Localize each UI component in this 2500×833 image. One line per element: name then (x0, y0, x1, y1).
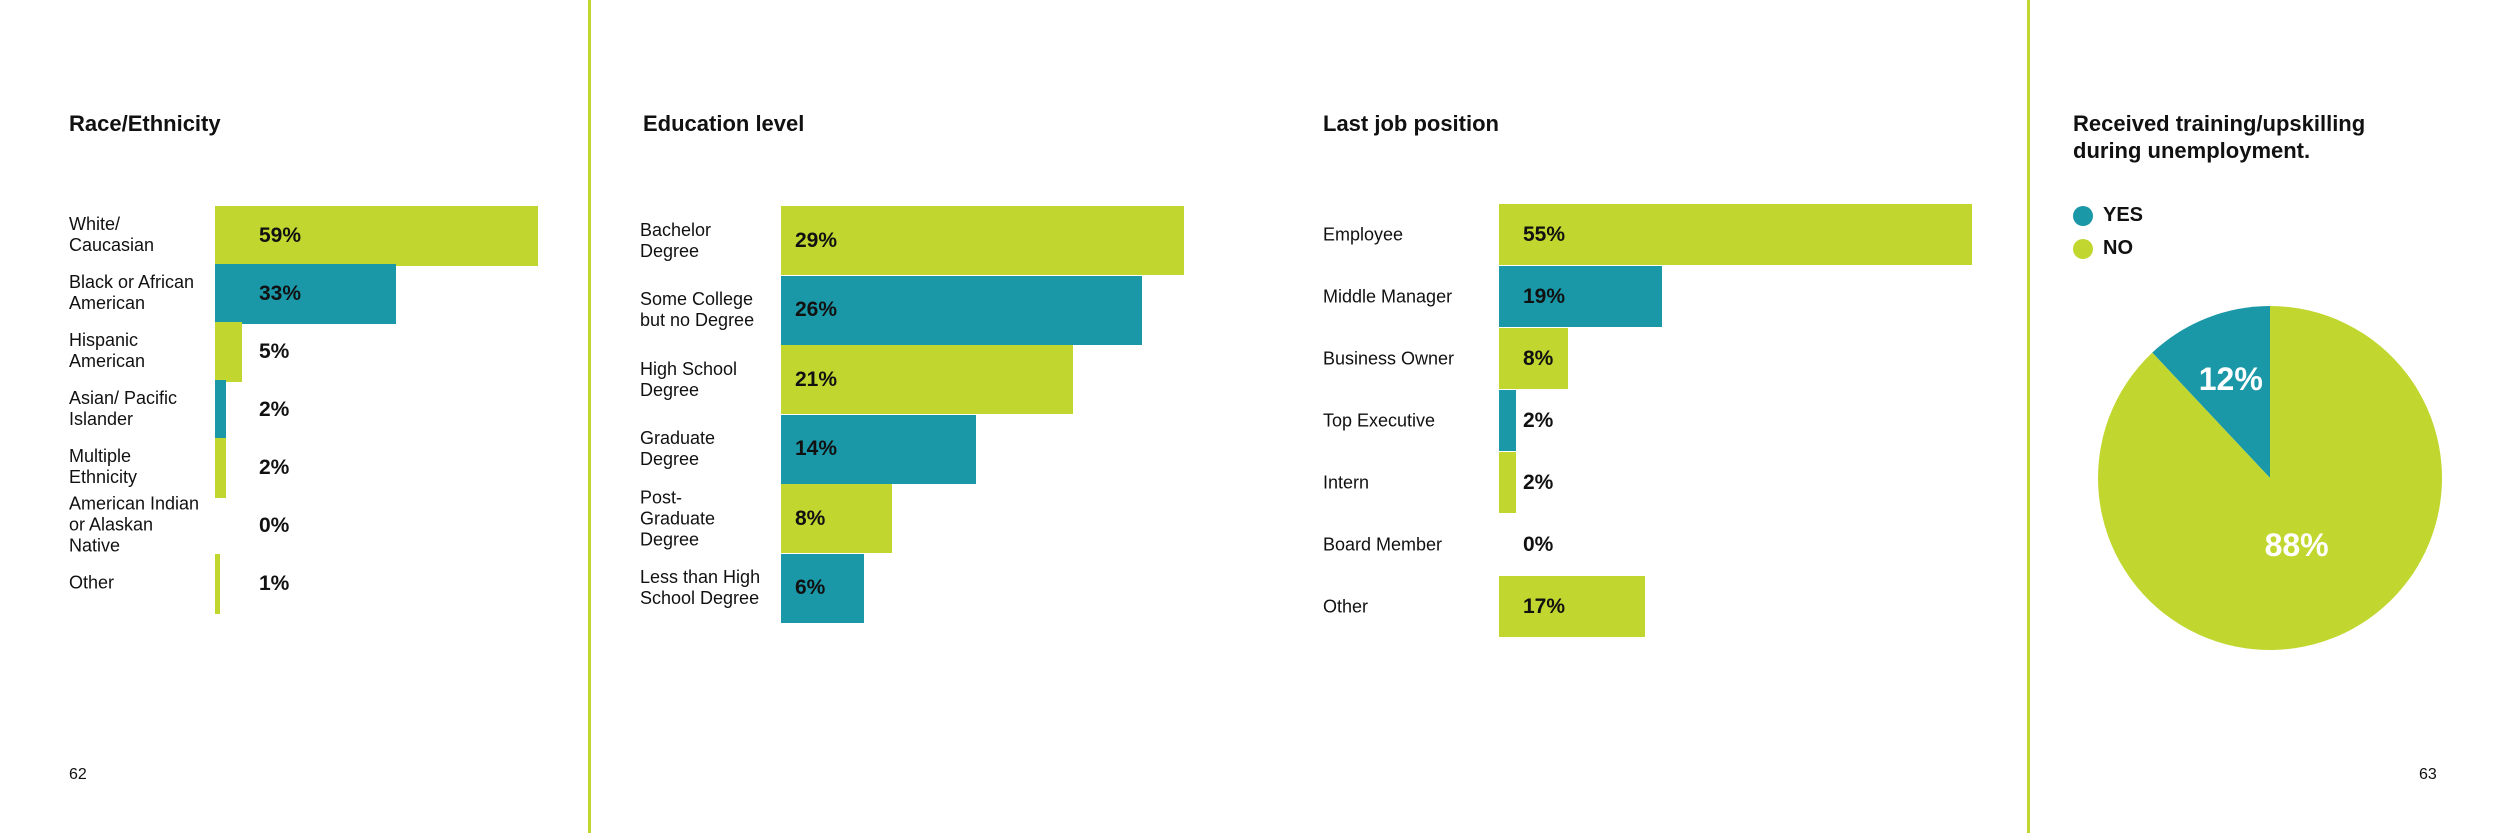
value-label-employee: 55% (1523, 222, 1566, 246)
category-label-black-or-african-american: Black or African American (69, 272, 195, 313)
bar-some-college-but-no-degree (781, 275, 1143, 345)
chart-title-training: Received training/upskilling during unem… (2073, 111, 2366, 163)
category-label-other: Other (69, 572, 115, 593)
bar-bachelor-degree (781, 206, 1185, 275)
category-label-employee: Employee (1323, 224, 1404, 245)
category-label-middle-manager: Middle Manager (1323, 286, 1453, 307)
legend-label-no: NO (2103, 237, 2133, 259)
legend-label-yes: YES (2103, 204, 2144, 226)
category-label-other: Other (1323, 596, 1369, 617)
bar-white-caucasian (215, 206, 539, 266)
category-label-multiple-ethnicity: Multiple Ethnicity (69, 446, 138, 487)
page-divider-right (2027, 0, 2030, 833)
page-divider-left (588, 0, 591, 833)
value-label-post-graduate-degree: 8% (795, 506, 826, 530)
value-label-intern: 2% (1523, 470, 1554, 494)
value-label-some-college-but-no-degree: 26% (795, 298, 838, 321)
legend-dot-no (2073, 238, 2093, 259)
category-label-hispanic-american: Hispanic American (69, 330, 146, 371)
pie-slice-no (2098, 306, 2442, 650)
category-label-white-caucasian: White/ Caucasian (69, 214, 155, 255)
bar-business-owner (1499, 328, 1568, 389)
value-label-middle-manager: 19% (1523, 284, 1566, 308)
value-label-american-indian-or-alaskan-native: 0% (259, 514, 290, 537)
page-number-left: 62 (69, 766, 87, 783)
last-job-position-chart: Employee 55% Middle Manager 19% Business Own… (1323, 204, 2003, 637)
bar-graduate-degree (781, 414, 976, 484)
legend-dot-yes (2073, 205, 2093, 226)
value-label-hispanic-american: 5% (259, 340, 290, 363)
value-label-asian-pacific-islander: 2% (259, 398, 290, 421)
bar-other (215, 554, 221, 614)
bar-employee (1499, 204, 1972, 265)
category-label-post-graduate-degree: Post- Graduate Degree (640, 487, 716, 550)
bar-black-or-african-american (215, 264, 396, 324)
category-label-top-executive: Top Executive (1323, 410, 1436, 431)
value-label-less-than-high-school-degree: 6% (795, 576, 826, 599)
category-label-less-than-high-school-degree: Less than High School Degree (640, 567, 761, 609)
page-number-right: 63 (2419, 766, 2437, 783)
chart-title-race: Race/Ethnicity (69, 111, 221, 136)
value-label-high-school-degree: 21% (795, 367, 838, 391)
category-label-business-owner: Business Owner (1323, 348, 1455, 369)
category-label-high-school-degree: High School Degree (640, 358, 738, 400)
value-label-top-executive: 2% (1523, 408, 1554, 432)
bar-intern (1499, 452, 1517, 513)
bar-hispanic-american (215, 322, 243, 382)
bar-less-than-high-school-degree (781, 553, 865, 623)
category-label-some-college-but-no-degree: Some College but no Degree (640, 289, 755, 331)
value-label-other: 17% (1523, 594, 1566, 618)
pie-legend: YES NO (2073, 204, 2273, 264)
bar-top-executive (1499, 390, 1517, 451)
bar-post-graduate-degree (781, 484, 893, 553)
value-label-business-owner: 8% (1523, 346, 1554, 370)
legend-item-no: NO (2073, 237, 2133, 260)
category-label-board-member: Board Member (1323, 534, 1443, 555)
value-label-graduate-degree: 14% (795, 437, 838, 460)
value-label-board-member: 0% (1523, 532, 1554, 556)
chart-title-job: Last job position (1323, 111, 1499, 136)
category-label-american-indian-or-alaskan-native: American Indian or Alaskan Native (69, 493, 200, 556)
pie-label-yes: 12% (2199, 361, 2263, 397)
pie-label-no: 88% (2265, 527, 2329, 563)
pie-slice-yes (2152, 306, 2270, 478)
category-label-bachelor-degree: Bachelor Degree (640, 219, 712, 261)
value-label-other: 1% (259, 572, 290, 595)
value-label-black-or-african-american: 33% (259, 282, 302, 305)
legend-item-yes: YES (2073, 204, 2143, 227)
bar-middle-manager (1499, 266, 1663, 327)
chart-title-education: Education level (643, 111, 805, 136)
bar-high-school-degree (781, 345, 1073, 414)
category-label-intern: Intern (1323, 472, 1370, 493)
category-label-graduate-degree: Graduate Degree (640, 428, 716, 470)
training-pie-chart: 12% 88% (2098, 306, 2442, 650)
bar-asian-pacific-islander (215, 380, 226, 440)
race-ethnicity-chart: White/ Caucasian 59% Black or African Amer… (69, 206, 569, 618)
bar-other (1499, 576, 1646, 637)
category-label-asian-pacific-islander: Asian/ Pacific Islander (69, 388, 178, 429)
value-label-multiple-ethnicity: 2% (259, 456, 290, 479)
education-level-chart: Bachelor Degree 29% Some College but no De… (640, 206, 1240, 623)
value-label-white-caucasian: 59% (259, 224, 302, 247)
value-label-bachelor-degree: 29% (795, 228, 838, 252)
bar-multiple-ethnicity (215, 438, 226, 498)
